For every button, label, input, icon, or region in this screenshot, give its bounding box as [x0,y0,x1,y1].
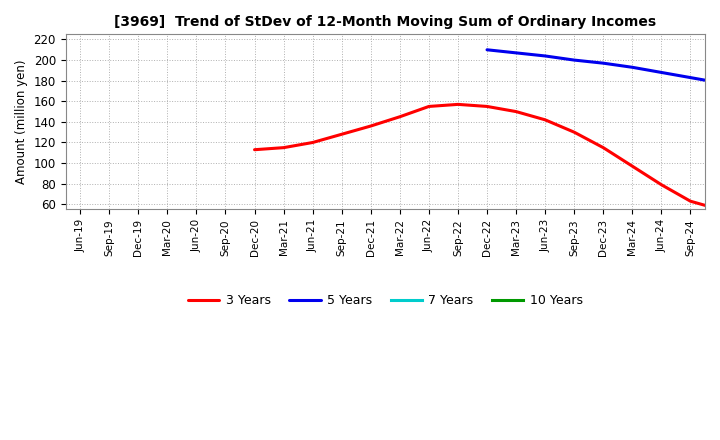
5 Years [541,53,549,59]
3 Years [657,182,666,187]
Title: [3969]  Trend of StDev of 12-Month Moving Sum of Ordinary Incomes: [3969] Trend of StDev of 12-Month Moving… [114,15,657,29]
3 Years [512,109,521,114]
5 Years [657,70,666,75]
3 Years [308,140,317,145]
5 Years [512,50,521,55]
3 Years [251,147,259,152]
3 Years [279,145,288,150]
Y-axis label: Amount (million yen): Amount (million yen) [15,60,28,184]
5 Years [482,47,491,52]
3 Years [570,129,579,135]
5 Years [715,80,720,85]
3 Years [482,104,491,109]
5 Years [686,75,695,80]
5 Years [628,65,636,70]
3 Years [686,198,695,204]
3 Years [338,132,346,137]
3 Years [425,104,433,109]
3 Years [366,123,375,128]
3 Years [715,207,720,212]
5 Years [570,58,579,63]
3 Years [628,164,636,169]
Line: 3 Years: 3 Years [255,104,719,209]
Line: 5 Years: 5 Years [487,50,719,83]
3 Years [395,114,404,119]
3 Years [454,102,462,107]
3 Years [541,117,549,122]
3 Years [599,145,608,150]
5 Years [599,61,608,66]
Legend: 3 Years, 5 Years, 7 Years, 10 Years: 3 Years, 5 Years, 7 Years, 10 Years [183,289,588,312]
